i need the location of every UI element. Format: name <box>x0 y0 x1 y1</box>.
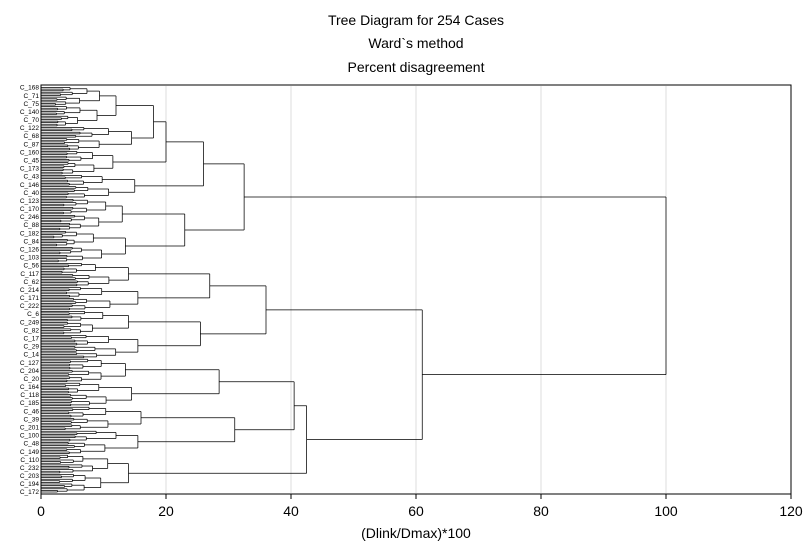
leaf-label-1: C_71 <box>23 93 39 100</box>
chart-title-line-3: Percent disagreement <box>348 59 485 75</box>
leaf-label-26: C_171 <box>20 295 40 302</box>
chart-title-line-2: Ward`s method <box>368 35 463 51</box>
leaf-label-30: C_82 <box>23 327 39 334</box>
leaf-label-6: C_68 <box>23 133 39 140</box>
leaf-label-38: C_118 <box>20 392 39 399</box>
leaf-label-5: C_122 <box>20 125 40 132</box>
x-axis: 0 20 40 60 80 100 120 <box>37 494 803 519</box>
chart-title-line-1: Tree Diagram for 254 Cases <box>328 12 504 28</box>
leaf-label-27: C_222 <box>20 303 40 310</box>
leaf-label-14: C_123 <box>20 198 40 205</box>
leaf-label-0: C_168 <box>20 85 40 92</box>
leaf-label-15: C_170 <box>20 206 40 213</box>
leaf-label-8: C_160 <box>20 149 40 156</box>
leaf-label-25: C_214 <box>20 287 40 294</box>
leaf-label-45: C_149 <box>20 449 40 456</box>
leaf-label-43: C_100 <box>20 433 40 440</box>
leaf-label-3: C_140 <box>20 109 40 116</box>
x-tick-label-5: 100 <box>654 503 678 519</box>
x-tick-label-1: 20 <box>158 503 174 519</box>
x-tick-label-6: 120 <box>779 503 803 519</box>
leaf-label-29: C_249 <box>20 319 40 326</box>
leaf-label-33: C_14 <box>23 352 39 359</box>
leaf-label-12: C_146 <box>20 182 40 189</box>
leaf-label-49: C_194 <box>20 481 40 488</box>
leaf-label-39: C_185 <box>20 400 40 407</box>
leaf-label-50: C_172 <box>20 489 40 496</box>
leaf-label-7: C_87 <box>23 141 39 148</box>
leaf-label-20: C_126 <box>20 247 40 254</box>
leaf-label-24: C_62 <box>23 279 39 286</box>
leaf-label-9: C_45 <box>23 158 39 165</box>
leaf-label-35: C_204 <box>20 368 40 375</box>
leaf-label-23: C_117 <box>20 271 39 278</box>
leaf-label-42: C_201 <box>20 424 40 431</box>
x-tick-label-3: 60 <box>408 503 424 519</box>
x-tick-label-4: 80 <box>533 503 549 519</box>
leaf-label-46: C_110 <box>20 457 39 464</box>
x-tick-label-2: 40 <box>283 503 299 519</box>
leaf-label-47: C_232 <box>20 465 40 472</box>
leaf-label-18: C_182 <box>20 230 40 237</box>
leaf-label-28: C_6 <box>27 311 39 318</box>
dendrogram-tree <box>41 87 667 493</box>
x-tick-label-0: 0 <box>37 503 45 519</box>
leaf-label-13: C_40 <box>23 190 39 197</box>
leaf-label-4: C_70 <box>23 117 39 124</box>
leaf-label-48: C_203 <box>20 473 40 480</box>
leaf-label-2: C_75 <box>23 101 39 108</box>
leaf-label-36: C_20 <box>23 376 39 383</box>
leaf-label-44: C_48 <box>23 441 39 448</box>
leaf-label-11: C_43 <box>23 174 39 181</box>
leaf-label-32: C_29 <box>23 344 39 351</box>
leaf-label-21: C_103 <box>20 255 40 262</box>
x-axis-title: (Dlink/Dmax)*100 <box>361 525 471 541</box>
leaf-label-34: C_127 <box>20 360 40 367</box>
leaf-label-37: C_164 <box>20 384 40 391</box>
leaf-labels: C_168C_71C_75C_140C_70C_122C_68C_87C_160… <box>20 85 40 497</box>
leaf-label-19: C_84 <box>23 238 39 245</box>
leaf-label-22: C_56 <box>23 263 39 270</box>
leaf-label-10: C_173 <box>20 166 40 173</box>
leaf-label-41: C_39 <box>23 416 39 423</box>
leaf-label-17: C_88 <box>23 222 39 229</box>
leaf-label-31: C_17 <box>23 335 39 342</box>
leaf-label-16: C_246 <box>20 214 40 221</box>
leaf-label-40: C_46 <box>23 408 39 415</box>
